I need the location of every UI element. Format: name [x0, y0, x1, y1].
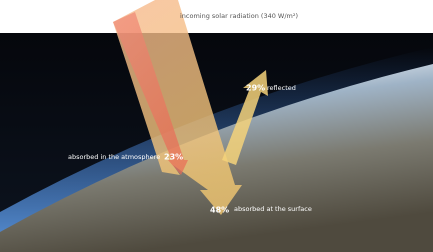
surface-label: absorbed at the surface: [234, 205, 312, 213]
page: incoming solar radiation (340 W/m²) 29% …: [0, 0, 433, 252]
title: incoming solar radiation (340 W/m²): [180, 12, 298, 20]
reflected-percent: 29%: [246, 84, 265, 93]
atmosphere-label: absorbed in the atmosphere: [68, 153, 160, 161]
reflected-label: reflected: [267, 84, 296, 92]
diagram: incoming solar radiation (340 W/m²) 29% …: [0, 0, 433, 252]
atmosphere-percent: 23%: [164, 153, 183, 162]
surface-percent: 48%: [210, 206, 229, 215]
